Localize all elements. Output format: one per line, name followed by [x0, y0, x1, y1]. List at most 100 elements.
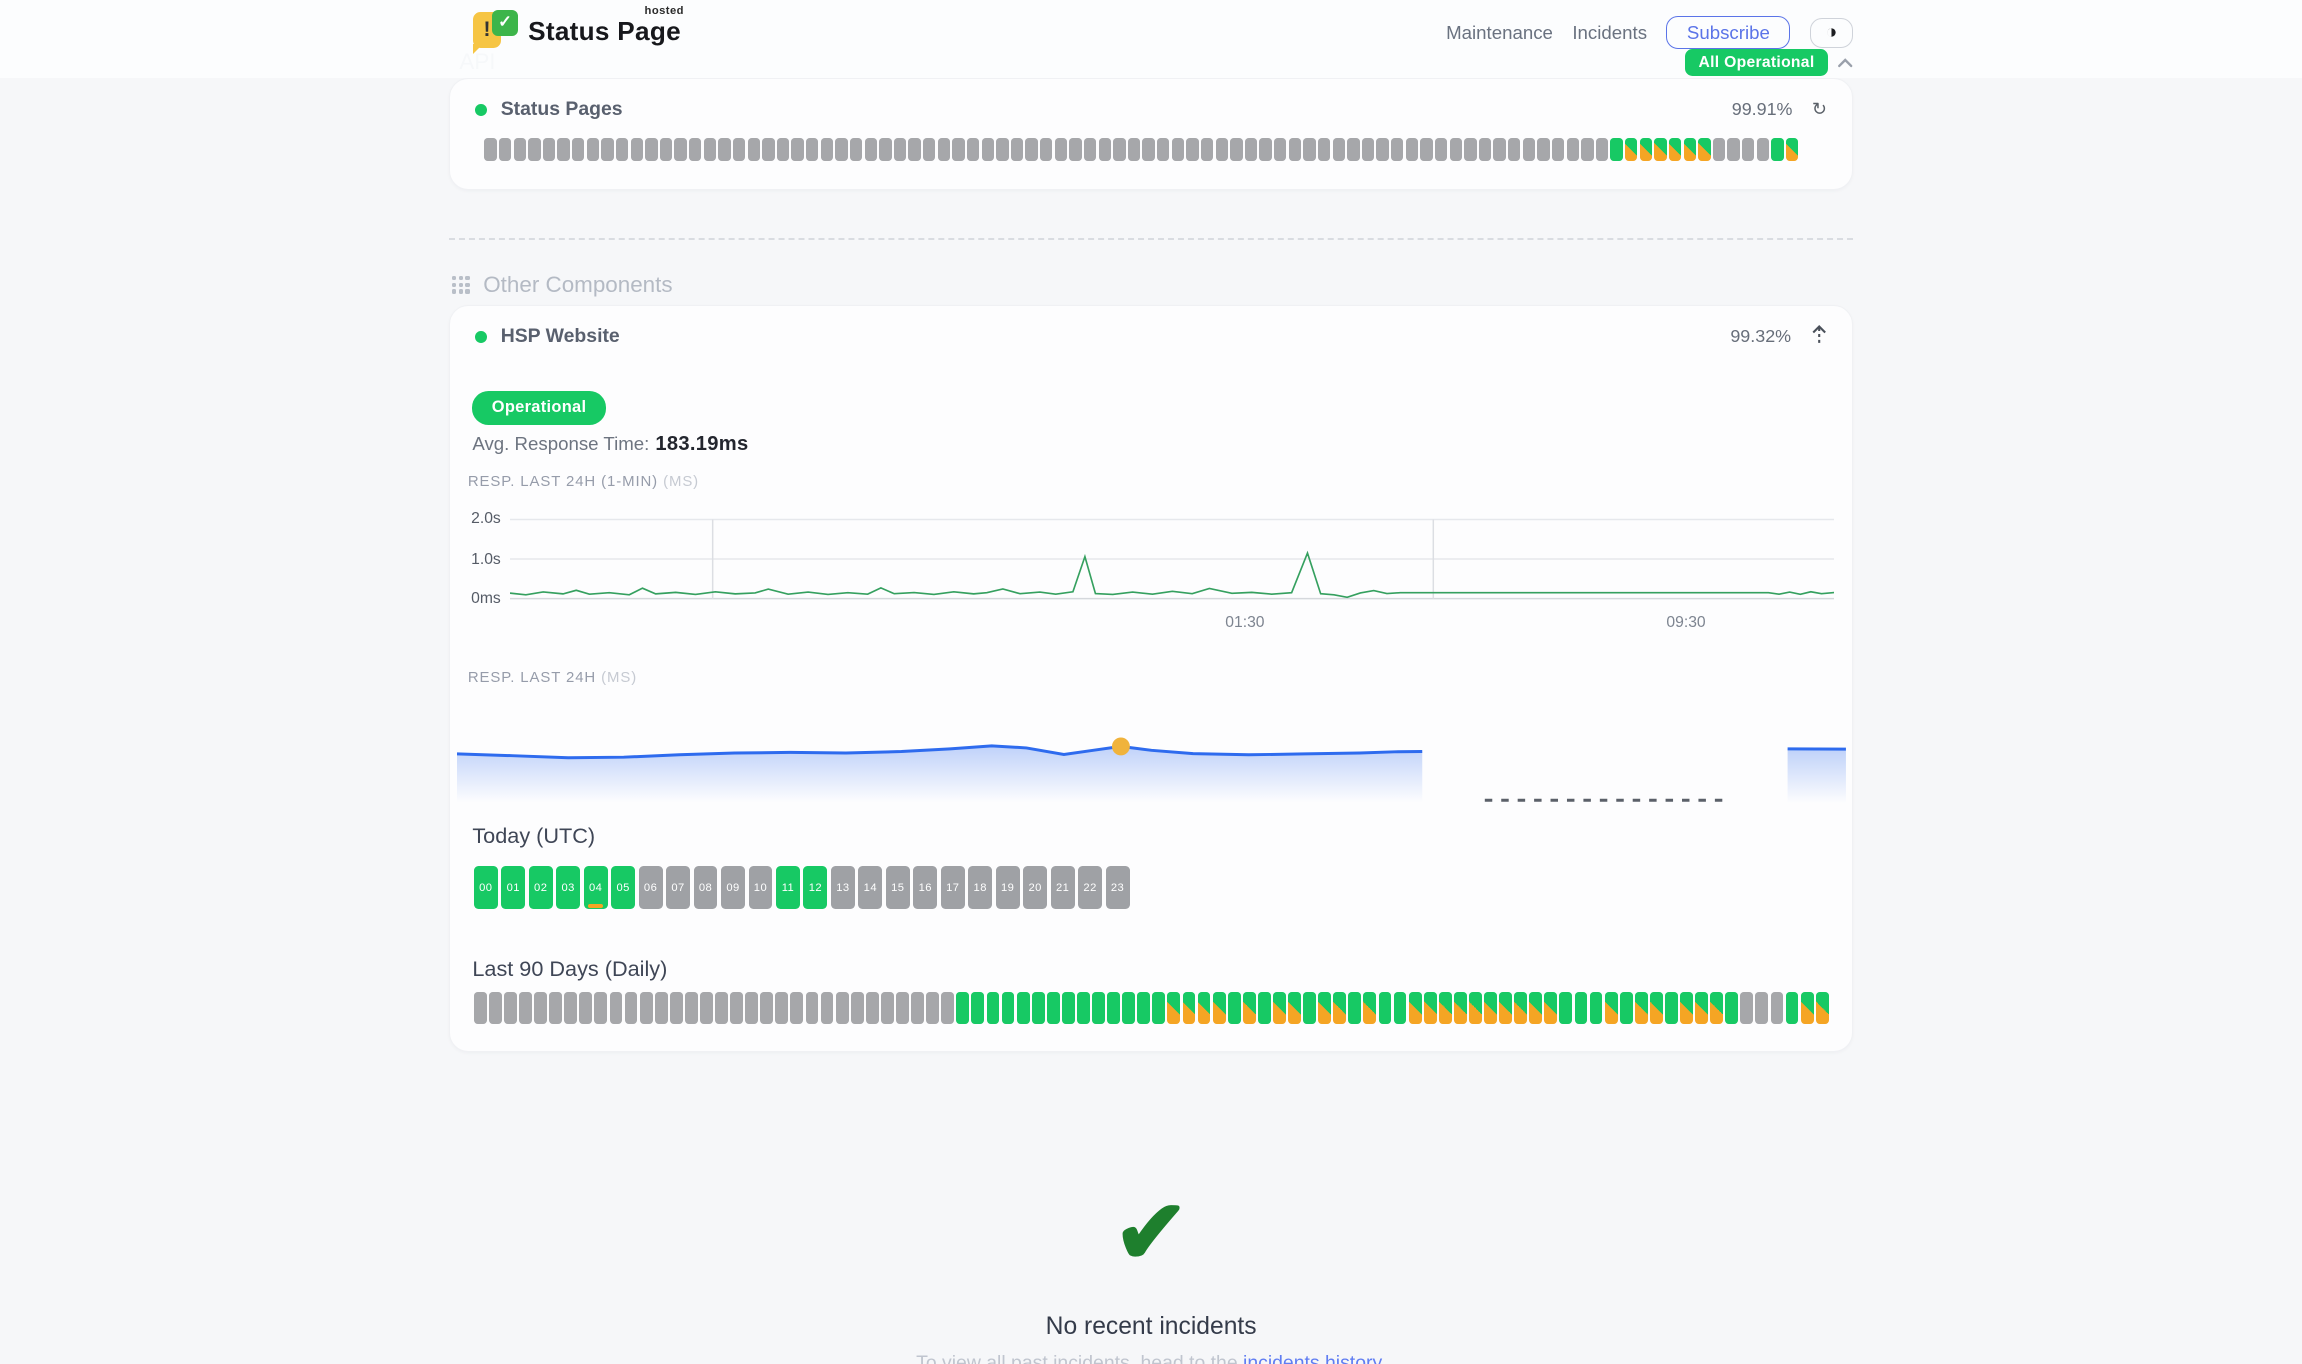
uptime-bar[interactable] [1376, 138, 1389, 161]
uptime-bar[interactable] [1698, 138, 1711, 161]
uptime-bar[interactable] [835, 991, 849, 1025]
uptime-bar[interactable] [1171, 138, 1185, 161]
uptime-bar[interactable] [1200, 138, 1214, 161]
uptime-bar[interactable] [669, 991, 683, 1025]
uptime-bar[interactable] [615, 138, 629, 161]
uptime-bar[interactable] [1046, 991, 1060, 1025]
uptime-bar[interactable] [760, 991, 774, 1025]
uptime-bar[interactable] [1040, 138, 1053, 161]
uptime-bar[interactable] [594, 991, 608, 1025]
uptime-bar[interactable] [1423, 991, 1437, 1025]
uptime-bar[interactable] [1469, 991, 1482, 1025]
uptime-bar[interactable] [775, 991, 789, 1025]
uptime-bar[interactable] [762, 138, 775, 161]
uptime-bar[interactable] [1227, 991, 1241, 1025]
uptime-bar[interactable] [986, 991, 1000, 1025]
hour-block[interactable]: 13 [830, 866, 855, 910]
uptime-bar[interactable] [473, 991, 487, 1025]
uptime-bar[interactable] [1770, 991, 1784, 1025]
uptime-bar[interactable] [488, 991, 502, 1025]
uptime-bar[interactable] [1559, 991, 1573, 1025]
uptime-bar[interactable] [1544, 991, 1558, 1025]
uptime-bar[interactable] [564, 991, 578, 1025]
uptime-bar[interactable] [820, 991, 834, 1025]
uptime-bar[interactable] [747, 138, 760, 161]
uptime-bar[interactable] [1391, 138, 1404, 161]
uptime-bar[interactable] [1405, 138, 1419, 161]
hour-block[interactable]: 14 [858, 866, 883, 910]
uptime-bar[interactable] [1274, 138, 1287, 161]
uptime-bar[interactable] [1420, 138, 1433, 161]
uptime-bar[interactable] [1378, 991, 1392, 1025]
uptime-bar[interactable] [1589, 991, 1603, 1025]
uptime-bar[interactable] [1551, 138, 1565, 161]
uptime-bar[interactable] [579, 991, 593, 1025]
uptime-bar[interactable] [1665, 991, 1678, 1025]
theme-toggle-button[interactable]: ◑ [1809, 18, 1854, 48]
uptime-bar[interactable] [689, 138, 702, 161]
hour-block[interactable]: 07 [666, 866, 691, 910]
uptime-bar[interactable] [1107, 991, 1120, 1025]
uptime-bar[interactable] [542, 138, 556, 161]
uptime-bar[interactable] [1725, 991, 1739, 1025]
uptime-bar[interactable] [1212, 991, 1226, 1025]
uptime-bar[interactable] [1348, 991, 1362, 1025]
uptime-bar[interactable] [1031, 991, 1045, 1025]
uptime-bar[interactable] [1529, 991, 1543, 1025]
uptime-bar[interactable] [1625, 138, 1638, 161]
uptime-bar[interactable] [1025, 138, 1038, 161]
uptime-bar[interactable] [791, 138, 804, 161]
uptime-bar[interactable] [1092, 991, 1105, 1025]
uptime-bar[interactable] [1537, 138, 1550, 161]
hour-block[interactable]: 01 [501, 866, 526, 910]
uptime-bar[interactable] [1167, 991, 1181, 1025]
uptime-bar[interactable] [849, 138, 863, 161]
nav-maintenance[interactable]: Maintenance [1446, 21, 1553, 43]
uptime-bar[interactable] [1727, 138, 1740, 161]
hour-block[interactable]: 10 [748, 866, 773, 910]
uptime-bar[interactable] [513, 138, 526, 161]
uptime-bar[interactable] [1634, 991, 1648, 1025]
uptime-bar[interactable] [1303, 991, 1316, 1025]
uptime-bar[interactable] [1434, 138, 1448, 161]
uptime-bar[interactable] [937, 138, 951, 161]
hour-block[interactable]: 16 [913, 866, 938, 910]
uptime-bar[interactable] [1230, 138, 1243, 161]
uptime-bar[interactable] [850, 991, 864, 1025]
uptime-bar[interactable] [1127, 138, 1141, 161]
uptime-bar[interactable] [528, 138, 541, 161]
uptime-bar[interactable] [1668, 138, 1682, 161]
uptime-bar[interactable] [971, 991, 985, 1025]
nav-incidents[interactable]: Incidents [1572, 21, 1648, 43]
uptime-bar[interactable] [1574, 991, 1588, 1025]
uptime-bar[interactable] [926, 991, 940, 1025]
uptime-bar[interactable] [806, 138, 819, 161]
uptime-bar[interactable] [1303, 138, 1316, 161]
uptime-bar[interactable] [1182, 991, 1196, 1025]
uptime-bar[interactable] [1654, 138, 1667, 161]
uptime-bar[interactable] [1001, 991, 1015, 1025]
uptime-bar[interactable] [1453, 991, 1467, 1025]
uptime-bar[interactable] [1815, 991, 1829, 1025]
uptime-bar[interactable] [996, 138, 1009, 161]
uptime-bar[interactable] [1649, 991, 1663, 1025]
uptime-bar[interactable] [1604, 991, 1618, 1025]
uptime-bar[interactable] [966, 138, 980, 161]
uptime-bar[interactable] [1566, 138, 1579, 161]
uptime-bar[interactable] [880, 991, 894, 1025]
uptime-bar[interactable] [1581, 138, 1594, 161]
uptime-bar[interactable] [732, 138, 746, 161]
uptime-bar[interactable] [1740, 991, 1754, 1025]
uptime-bar[interactable] [1785, 138, 1799, 161]
uptime-bar[interactable] [504, 991, 517, 1025]
uptime-bar[interactable] [639, 991, 653, 1025]
hour-block[interactable]: 09 [721, 866, 745, 910]
component-hsp-website[interactable]: HSP Website [475, 325, 620, 348]
incidents-history-link[interactable]: incidents history [1243, 1351, 1381, 1364]
uptime-bar[interactable] [1522, 138, 1536, 161]
uptime-bar[interactable] [1186, 138, 1199, 161]
uptime-bar[interactable] [1464, 138, 1477, 161]
uptime-bar[interactable] [1710, 991, 1724, 1025]
uptime-bar[interactable] [1016, 991, 1030, 1025]
uptime-bar[interactable] [718, 138, 731, 161]
